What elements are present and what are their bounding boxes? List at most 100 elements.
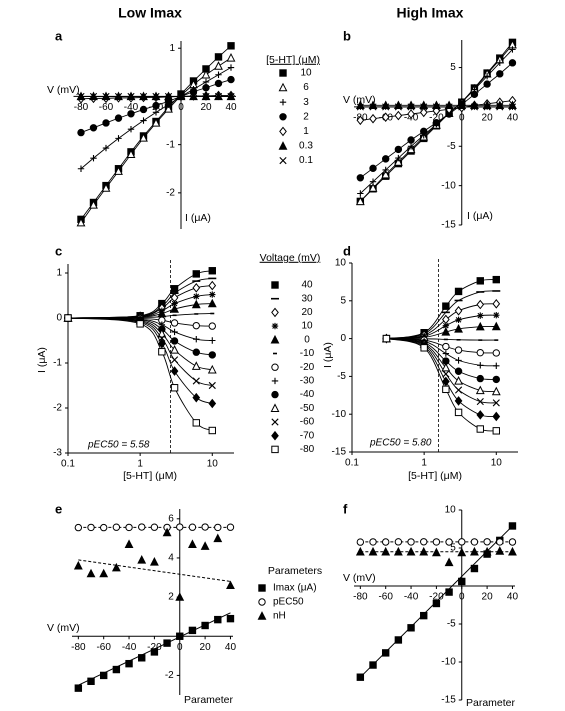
data-point <box>207 298 217 308</box>
x-tick-label: -20 <box>147 642 162 653</box>
x-tick-label: 0 <box>459 113 465 124</box>
data-point <box>483 538 491 546</box>
data-point <box>491 386 501 396</box>
data-point <box>355 546 365 556</box>
y-tick-label: 2 <box>168 592 174 603</box>
y-tick-label: -10 <box>441 657 456 668</box>
legend-label: -70 <box>300 430 315 441</box>
data-point <box>209 337 216 344</box>
data-point <box>192 270 200 278</box>
data-point <box>193 293 200 300</box>
data-point <box>227 42 235 50</box>
legend-marker <box>271 322 279 330</box>
data-point <box>76 217 86 227</box>
data-point <box>125 523 133 532</box>
data-point <box>207 364 217 374</box>
data-point <box>357 190 364 197</box>
data-point <box>209 291 216 298</box>
data-point <box>201 621 209 630</box>
fit-line <box>78 559 231 582</box>
data-point <box>476 397 484 406</box>
legend-marker <box>258 584 266 592</box>
column-title: High Imax <box>397 5 464 21</box>
data-point <box>188 626 197 635</box>
data-point <box>441 327 451 336</box>
legend-label: 0.1 <box>299 155 313 166</box>
panel-letter: b <box>343 28 351 43</box>
data-point <box>476 348 484 357</box>
data-point <box>176 523 184 531</box>
legend-label: -20 <box>300 362 315 373</box>
data-point <box>458 103 466 111</box>
x-tick-label: 40 <box>225 642 237 653</box>
data-point <box>381 155 390 163</box>
data-point <box>201 523 209 531</box>
y-tick-label: -5 <box>447 619 456 630</box>
data-point <box>87 523 95 532</box>
data-point <box>170 384 179 392</box>
data-point <box>102 92 110 101</box>
x-tick-label: -20 <box>429 113 444 124</box>
data-point <box>89 124 98 132</box>
data-point <box>175 592 185 601</box>
data-point <box>227 92 235 101</box>
data-point <box>492 375 500 384</box>
data-point <box>139 105 148 114</box>
y-axis-label: I (μA) <box>185 212 211 224</box>
x-tick-label: -40 <box>404 592 419 603</box>
data-point <box>138 654 146 662</box>
data-point <box>509 46 516 53</box>
data-point <box>508 522 517 530</box>
data-point <box>476 425 484 433</box>
legend-title: Parameters <box>268 565 322 577</box>
data-point <box>470 564 479 573</box>
x-tick-label: 20 <box>482 113 494 124</box>
data-point <box>420 538 428 546</box>
data-point <box>496 70 504 78</box>
data-point <box>170 366 179 376</box>
data-point <box>152 101 160 110</box>
y-tick-label: 6 <box>168 513 174 524</box>
legend-marker <box>271 307 279 318</box>
data-point <box>126 149 136 158</box>
data-point <box>192 419 200 427</box>
data-point <box>441 362 451 372</box>
data-point <box>89 92 98 101</box>
y-tick-label: 4 <box>168 553 174 564</box>
x-tick-label: 10 <box>491 458 503 469</box>
data-point <box>382 103 390 111</box>
data-point <box>492 299 501 309</box>
x-tick-label: -80 <box>353 592 368 603</box>
y-tick-label: -2 <box>165 670 174 681</box>
data-point <box>158 348 166 356</box>
data-point <box>442 314 450 325</box>
data-point <box>381 649 390 657</box>
legend-label: pEC50 <box>273 597 304 608</box>
x-tick-label: 1 <box>137 459 143 470</box>
data-point <box>454 376 463 385</box>
series-line <box>67 270 213 319</box>
data-point <box>457 547 467 557</box>
data-point <box>496 59 503 67</box>
legend-title: [5-HT] (μM) <box>266 54 320 66</box>
data-point <box>381 546 391 556</box>
data-point <box>442 385 450 394</box>
x-tick-label: -60 <box>378 592 393 603</box>
data-point <box>99 523 108 532</box>
data-point <box>208 322 216 330</box>
data-point <box>477 362 484 369</box>
data-point <box>124 539 134 548</box>
legend-marker <box>271 363 279 371</box>
data-point <box>381 112 390 122</box>
series-line <box>67 317 213 386</box>
x-tick-label: 40 <box>507 113 519 124</box>
data-point <box>162 527 172 537</box>
data-point <box>208 398 217 409</box>
data-point <box>102 119 110 127</box>
y-tick-label: 1 <box>56 268 62 279</box>
data-point <box>442 350 450 357</box>
data-point <box>454 367 463 375</box>
data-point <box>369 103 377 111</box>
data-point <box>419 546 429 556</box>
series-line <box>67 317 213 404</box>
